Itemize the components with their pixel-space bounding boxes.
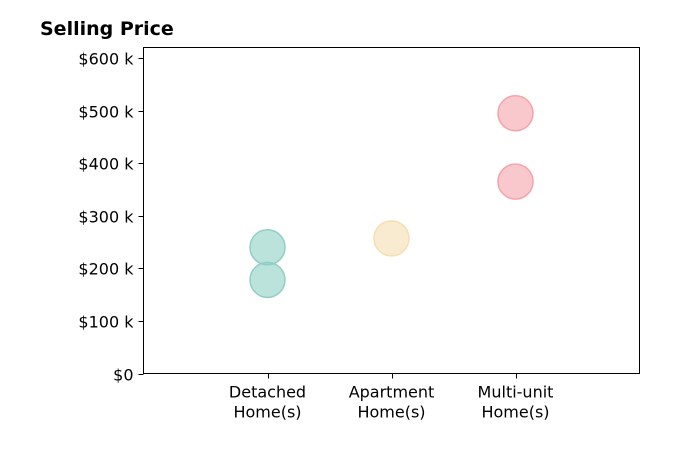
y-tick-label: $500 k bbox=[78, 103, 134, 122]
data-point bbox=[497, 163, 534, 200]
data-points bbox=[249, 94, 534, 299]
y-tick-label: $0 bbox=[113, 366, 133, 385]
y-tick-label: $100 k bbox=[78, 313, 134, 332]
x-axis: Detached Home(s) Apartment Home(s) Multi-uni… bbox=[229, 373, 554, 422]
chart-title: Selling Price bbox=[40, 18, 174, 40]
x-tick-label: Apartment Home(s) bbox=[349, 383, 435, 422]
data-point bbox=[249, 229, 286, 266]
y-tick-label: $600 k bbox=[78, 50, 134, 69]
y-tick-label: $300 k bbox=[78, 208, 134, 227]
y-tick-label: $400 k bbox=[78, 155, 134, 174]
plot-area bbox=[143, 47, 640, 374]
data-point bbox=[249, 261, 286, 299]
data-point bbox=[497, 94, 534, 132]
y-tick-label: $200 k bbox=[78, 260, 134, 279]
x-tick-label: Detached Home(s) bbox=[229, 383, 306, 422]
data-point bbox=[373, 220, 410, 257]
y-axis: $0 $100 k $200 k $300 k $400 k $500 k $600 k bbox=[78, 50, 144, 385]
x-tick-label: Multi-unit Home(s) bbox=[478, 383, 554, 422]
